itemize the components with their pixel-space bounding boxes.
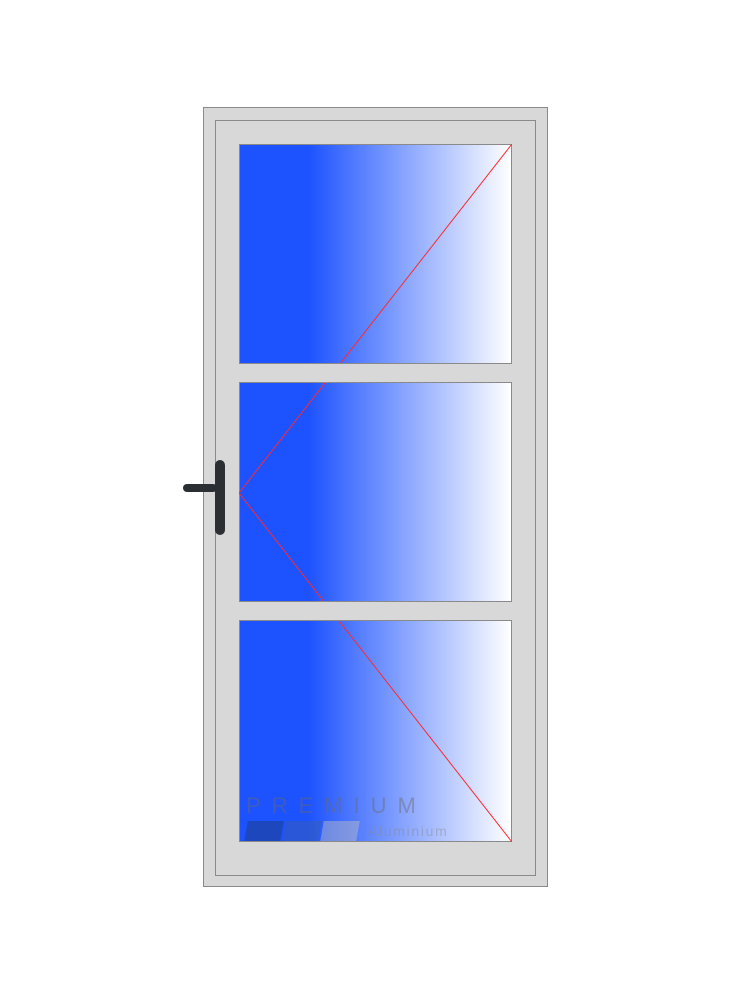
swatch: [244, 821, 284, 841]
swatch: [282, 821, 322, 841]
brand-swatches: [246, 821, 358, 841]
brand-subtitle: Aluminium: [368, 823, 448, 839]
swatch: [320, 821, 360, 841]
hinge-indicator: [239, 144, 512, 842]
brand-watermark: PREMIUM Aluminium: [246, 793, 448, 841]
mullion-bottom: [239, 601, 512, 621]
door-handle-icon: [183, 460, 233, 541]
mullion-top: [239, 363, 512, 383]
brand-name: PREMIUM: [246, 793, 448, 819]
